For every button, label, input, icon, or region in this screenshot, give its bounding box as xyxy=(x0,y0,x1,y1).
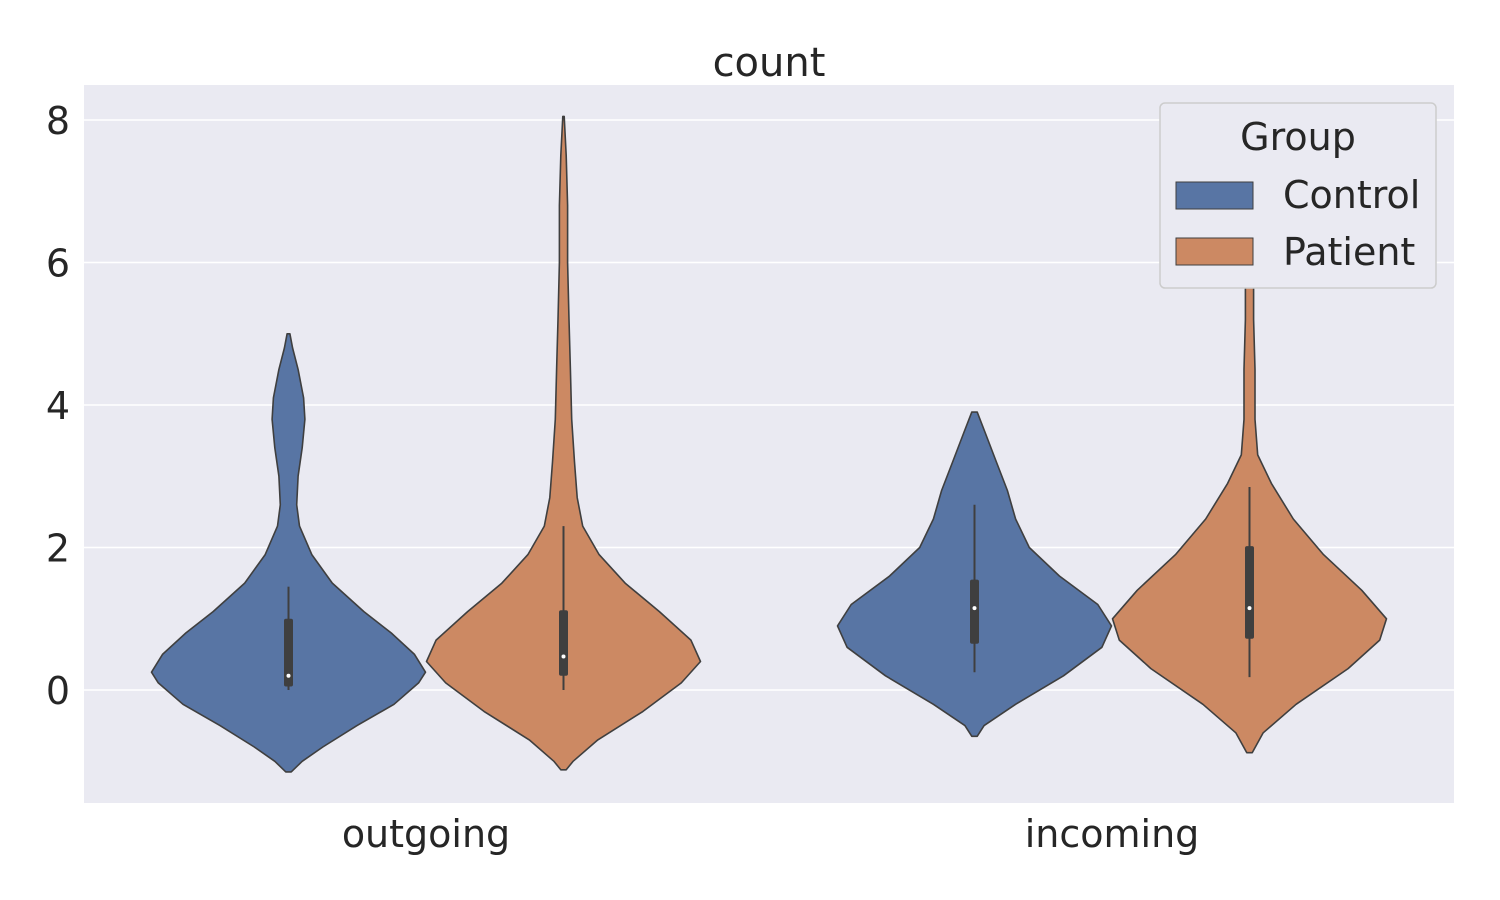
median-control-outgoing xyxy=(286,673,291,678)
legend-title: Group xyxy=(1240,115,1356,159)
median-patient-outgoing xyxy=(561,654,566,659)
violins xyxy=(150,115,1388,773)
iqr-box-patient-outgoing xyxy=(559,610,568,676)
y-tick-label: 8 xyxy=(46,99,70,143)
legend-swatch-patient xyxy=(1175,237,1254,266)
iqr-box-control-incoming xyxy=(970,579,979,644)
x-tick-label: outgoing xyxy=(342,812,510,856)
violin-patient-outgoing xyxy=(425,115,702,771)
legend-swatch-control xyxy=(1175,181,1254,210)
y-tick-label: 4 xyxy=(46,384,70,428)
legend-label-patient: Patient xyxy=(1283,230,1415,274)
y-axis-tick-labels: 0 2 4 6 8 xyxy=(46,99,70,713)
legend-label-control: Control xyxy=(1283,173,1420,217)
x-tick-label: incoming xyxy=(1025,812,1200,856)
y-tick-label: 6 xyxy=(46,242,70,286)
iqr-box-control-outgoing xyxy=(284,618,293,687)
y-tick-label: 2 xyxy=(46,527,70,571)
legend: Group Control Patient xyxy=(1159,102,1437,289)
iqr-box-patient-incoming xyxy=(1245,546,1254,639)
median-control-incoming xyxy=(972,606,977,611)
violin-control-outgoing xyxy=(150,333,427,773)
chart-title: count xyxy=(713,40,826,86)
y-tick-label: 0 xyxy=(46,669,70,713)
x-axis-tick-labels: outgoing incoming xyxy=(342,812,1199,856)
median-patient-incoming xyxy=(1247,606,1252,611)
